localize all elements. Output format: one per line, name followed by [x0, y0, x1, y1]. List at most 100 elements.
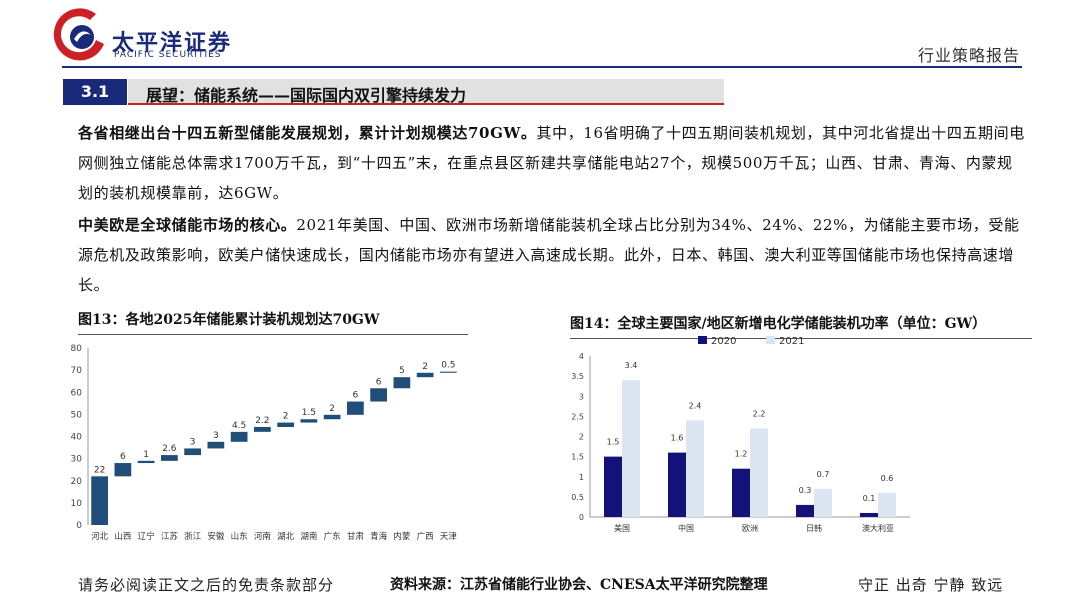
- data-label: 2.6: [162, 444, 177, 454]
- y-tick-label: 50: [71, 410, 83, 420]
- y-tick-label: 4: [579, 352, 584, 361]
- y-tick-label: 30: [71, 455, 83, 465]
- data-label: 2: [283, 412, 289, 422]
- bar: [750, 428, 768, 517]
- y-tick-label: 3: [579, 392, 584, 401]
- x-tick-label: 天津: [440, 531, 458, 542]
- bar: [668, 452, 686, 517]
- footer-disclaimer: 请务必阅读正文之后的免责条款部分: [78, 576, 335, 594]
- bar: [207, 441, 225, 449]
- y-tick-label: 0: [76, 521, 82, 531]
- data-label: 1.5: [607, 438, 620, 447]
- figure-14-rule: [570, 338, 1032, 339]
- bar: [860, 512, 878, 517]
- y-tick-label: 60: [71, 388, 83, 398]
- legend-label: 2021: [779, 336, 804, 347]
- y-tick-label: 10: [71, 499, 83, 509]
- data-label: 5: [399, 366, 405, 376]
- y-tick-label: 3.5: [571, 372, 584, 381]
- paragraph-provincial-plans: 各省相继出台十四五新型储能发展规划，累计计划规模达70GW。其中，16省明确了十…: [78, 118, 1028, 208]
- waterfall-chart: 0 10 20 30 40 50 60 70 80 2 2 河北 6 山西 1 辽宁 2.6 江苏 3 浙江 3 安徽 4.…: [71, 344, 458, 542]
- data-label: 2.2: [753, 409, 766, 418]
- paragraph-lead: 中美欧是全球储能市场的核心。: [78, 216, 297, 234]
- x-tick-label: 湖北: [277, 532, 295, 542]
- x-tick-label: 河南: [254, 531, 271, 542]
- data-label: 3.4: [625, 361, 638, 370]
- bar: [440, 371, 457, 373]
- footer-motto: 守正 出奇 宁静 致远: [858, 576, 1004, 594]
- logo-english-name: PACIFIC SECURITIES: [114, 50, 222, 60]
- figure-13-rule: [78, 334, 468, 335]
- data-label: 1: [143, 450, 149, 460]
- y-tick-label: 0.5: [571, 493, 584, 502]
- bar: [161, 455, 178, 461]
- y-tick-label: 1: [579, 473, 584, 482]
- legend-swatch: [698, 336, 707, 344]
- x-tick-label: 江苏: [161, 531, 179, 542]
- data-label: 2.4: [689, 401, 702, 410]
- bar: [622, 380, 640, 517]
- y-tick-label: 2: [579, 433, 584, 442]
- paragraph-lead: 各省相继出台十四五新型储能发展规划，累计计划规模达70GW。: [78, 124, 537, 142]
- paragraph-body: 其中，16省明确了十四五期间装机规划，其中河北省提出十四五期间电网侧独立储能总体…: [78, 124, 1025, 202]
- bar: [347, 401, 364, 415]
- section-number: 3.1: [63, 79, 127, 105]
- bar: [393, 377, 411, 389]
- data-label: 0.5: [441, 361, 455, 371]
- x-tick-label: 美国: [614, 523, 630, 533]
- y-tick-label: 70: [71, 366, 83, 376]
- y-tick-label: 20: [71, 477, 83, 487]
- bar: [277, 422, 294, 427]
- x-tick-label: 广东: [324, 531, 341, 542]
- x-tick-label: 安徽: [207, 531, 225, 542]
- x-tick-label: 中国: [678, 523, 694, 533]
- x-tick-label: 广西: [417, 531, 434, 542]
- legend-swatch: [766, 336, 775, 344]
- x-tick-label: 山西: [114, 531, 131, 542]
- bar: [732, 468, 750, 517]
- data-label: 1.5: [302, 408, 316, 418]
- x-tick-label: 河北: [91, 531, 109, 542]
- x-tick-label: 澳大利亚: [862, 523, 894, 533]
- data-label: 6: [353, 391, 359, 401]
- data-label: 4.5: [232, 421, 246, 431]
- data-label: 2: [329, 404, 335, 414]
- data-label: 2: [422, 362, 428, 372]
- bar: [686, 420, 704, 517]
- data-label: 3: [213, 431, 219, 441]
- bar: [416, 372, 434, 378]
- x-tick-label: 甘肃: [347, 531, 365, 542]
- paragraph-body: 2021年美国、中国、欧洲市场新增储能装机全球占比分别为34%、24%、22%，…: [78, 216, 1020, 294]
- x-tick-label: 浙江: [184, 531, 202, 542]
- section-title: 展望：储能系统——国际国内双引擎持续发力: [146, 86, 467, 105]
- bar: [254, 426, 271, 432]
- x-tick-label: 辽宁: [138, 531, 155, 542]
- bar: [814, 488, 832, 517]
- y-tick-label: 0: [579, 513, 584, 522]
- y-tick-label: 40: [71, 433, 83, 443]
- data-label: 0.7: [817, 470, 830, 479]
- bar: [114, 463, 132, 477]
- bar: [137, 460, 155, 464]
- y-tick-label: 80: [71, 344, 83, 354]
- data-label: 3: [190, 437, 196, 447]
- figure-13-title: 图13：各地2025年储能累计装机规划达70GW: [78, 312, 380, 328]
- data-label: 0.6: [881, 474, 894, 483]
- bar: [604, 456, 622, 517]
- x-tick-label: 内蒙: [393, 531, 411, 542]
- bar: [230, 431, 248, 442]
- x-tick-label: 湖南: [300, 531, 317, 542]
- footer-source: 资料来源：江苏省储能行业协会、CNESA太平洋研究院整理: [390, 577, 768, 593]
- x-tick-label: 青海: [370, 531, 388, 542]
- data-label: 6: [120, 452, 126, 462]
- data-label: 1.6: [671, 434, 684, 443]
- figure-14-title: 图14：全球主要国家/地区新增电化学储能装机功率（单位：GW）: [570, 316, 987, 332]
- data-label: 0.3: [799, 486, 812, 495]
- data-label: 2.2: [255, 416, 269, 426]
- grouped-bar-chart: 2020 2021 0 0.5 1 1.5 2 2.5 3 3.5 4 1.5 3.4 美国 1.6 2.4 中…: [571, 336, 910, 533]
- y-tick-label: 2.5: [571, 412, 584, 421]
- legend-label: 2020: [711, 336, 736, 347]
- data-label: 6: [376, 377, 382, 387]
- bar: [370, 388, 387, 402]
- bar: [184, 448, 201, 456]
